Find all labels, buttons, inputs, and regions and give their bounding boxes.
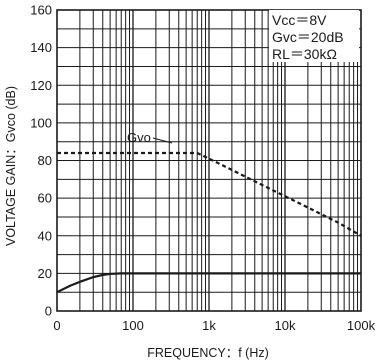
- axis-ticks: 0 20 40 60 80 100 120 140 160 0 100 1k 10k 100k: [30, 3, 375, 334]
- x-tick-label: 0: [53, 318, 60, 333]
- grid: [56, 9, 362, 312]
- series-line-gvo: [57, 151, 362, 237]
- data-series: [56, 151, 362, 294]
- y-tick-label: 0: [45, 304, 52, 319]
- y-tick-label: 160: [30, 3, 52, 18]
- x-tick-label: 1k: [202, 318, 216, 333]
- x-tick-label: 10k: [275, 318, 296, 333]
- y-tick-label: 60: [38, 191, 52, 206]
- series-label-gvo: Gvo: [127, 130, 151, 145]
- x-tick-label: 100k: [347, 318, 376, 333]
- x-tick-label: 100: [122, 318, 144, 333]
- condition-rl: RL＝30kΩ: [272, 46, 337, 62]
- y-tick-label: 80: [38, 153, 52, 168]
- y-tick-label: 140: [30, 40, 52, 55]
- y-tick-label: 120: [30, 78, 52, 93]
- plot-frame: [56, 9, 362, 312]
- series-label-leader: [152, 137, 173, 144]
- y-tick-label: 40: [38, 228, 52, 243]
- condition-gvc: Gvc＝20dB: [272, 29, 344, 45]
- y-axis-label: VOLTAGE GAIN：Gvco (dB): [4, 86, 18, 246]
- y-tick-label: 20: [38, 266, 52, 281]
- condition-vcc: Vcc＝8V: [272, 12, 327, 28]
- series-line-gvc: [56, 272, 361, 294]
- conditions-box: [269, 10, 359, 62]
- y-tick-label: 100: [30, 115, 52, 130]
- x-axis-label: FREQUENCY：f (Hz): [147, 346, 269, 360]
